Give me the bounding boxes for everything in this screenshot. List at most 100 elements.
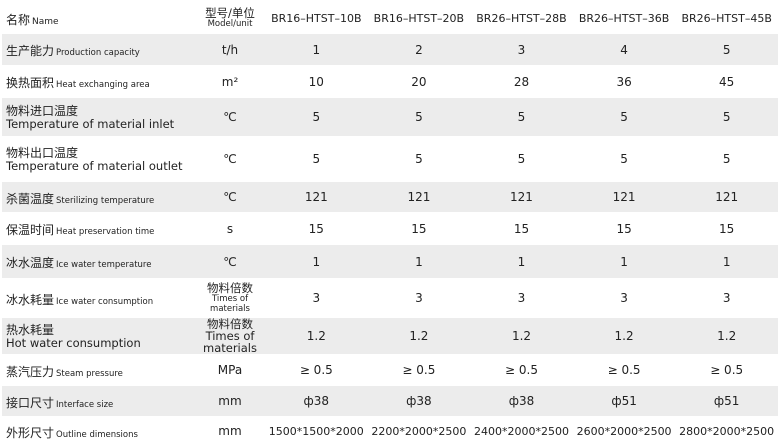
table-cell: 2600*2000*2500 [572, 416, 676, 446]
table-cell: ф51 [572, 386, 676, 416]
table-cell: ф38 [367, 386, 471, 416]
table-cell: 3 [470, 278, 573, 318]
table-row: 保温时间 Heat preservation time s 15 15 15 15… [2, 212, 778, 245]
row-label: 物料出口温度 Temperature of material outlet [2, 136, 195, 182]
model-header: BR26–HTST–28B [470, 2, 573, 34]
row-unit: t/h [195, 34, 265, 65]
table-cell: 1.2 [470, 318, 573, 354]
table-cell: ф51 [675, 386, 778, 416]
table-cell: 36 [572, 65, 676, 98]
table-cell: 121 [675, 182, 778, 212]
row-label-en: Steam pressure [56, 368, 123, 379]
table-cell: 15 [367, 212, 471, 245]
table-cell: ≥ 0.5 [572, 354, 676, 386]
table-cell: 5 [572, 136, 676, 182]
row-label-en: Sterilizing temperature [56, 195, 155, 206]
row-label-zh: 冰水温度 [6, 256, 55, 270]
row-unit-en: Times of materials [210, 294, 250, 314]
table-cell: 1.2 [675, 318, 778, 354]
table-cell: 2400*2000*2500 [470, 416, 573, 446]
table-cell: 3 [265, 278, 368, 318]
row-label: 热水耗量 Hot water consumption [2, 318, 195, 354]
table-row: 蒸汽压力 Steam pressure MPa ≥ 0.5 ≥ 0.5 ≥ 0.5… [2, 354, 778, 386]
row-unit: 物料倍数 Times of materials [195, 278, 265, 318]
table-cell: ≥ 0.5 [675, 354, 778, 386]
table-cell: 1 [572, 245, 676, 278]
row-label-en: Interface size [56, 399, 114, 410]
row-unit-zh: 物料倍数 [207, 318, 253, 331]
row-label-en: Ice water consumption [56, 296, 154, 307]
model-header: BR26–HTST–45B [675, 2, 778, 34]
row-unit: ℃ [195, 136, 265, 182]
table-cell: 1.2 [367, 318, 471, 354]
table-row: 接口尺寸 Interface size mm ф38 ф38 ф38 ф51 ф5… [2, 386, 778, 416]
header-unit-zh: 型号/单位 [205, 6, 255, 20]
table-cell: 3 [572, 278, 676, 318]
table-cell: 121 [265, 182, 368, 212]
table-cell: 1 [367, 245, 471, 278]
table-cell: 3 [367, 278, 471, 318]
row-unit: ℃ [195, 98, 265, 136]
row-unit: ℃ [195, 245, 265, 278]
row-unit-en: Times of materials [203, 329, 257, 354]
row-label-en: Ice water temperature [56, 260, 152, 270]
table-cell: 1500*1500*2000 [265, 416, 368, 446]
row-label: 杀菌温度 Sterilizing temperature [2, 182, 195, 212]
table-row: 生产能力 Production capacity t/h 1 2 3 4 5 [2, 34, 778, 65]
model-header: BR16–HTST–20B [367, 2, 471, 34]
row-unit: mm [195, 416, 265, 446]
row-label-zh: 保温时间 [6, 223, 55, 237]
table-cell: 15 [265, 212, 368, 245]
table-cell: 1 [675, 245, 778, 278]
header-name-zh: 名称 [6, 12, 31, 27]
table-cell: ф38 [265, 386, 368, 416]
header-name-en: Name [32, 16, 59, 27]
table-row: 换热面积 Heat exchanging area m² 10 20 28 36 … [2, 65, 778, 98]
row-unit: mm [195, 386, 265, 416]
row-unit: m² [195, 65, 265, 98]
table-cell: 121 [470, 182, 573, 212]
table-cell: 121 [367, 182, 471, 212]
table-cell: 28 [470, 65, 573, 98]
table-cell: 20 [367, 65, 471, 98]
row-label: 换热面积 Heat exchanging area [2, 65, 195, 98]
row-label-en: Heat exchanging area [56, 80, 150, 90]
table-cell: 5 [367, 136, 471, 182]
row-label: 生产能力 Production capacity [2, 34, 195, 65]
table-cell: 5 [675, 136, 778, 182]
row-label-zh: 换热面积 [6, 76, 55, 90]
table-cell: 1.2 [572, 318, 676, 354]
table-row: 物料进口温度 Temperature of material inlet ℃ 5 … [2, 98, 778, 136]
row-label: 保温时间 Heat preservation time [2, 212, 195, 245]
table-cell: 10 [265, 65, 368, 98]
row-label: 接口尺寸 Interface size [2, 386, 195, 416]
table-cell: 1 [470, 245, 573, 278]
model-header: BR26–HTST–36B [572, 2, 676, 34]
table-row: 冰水耗量 Ice water consumption 物料倍数 Times of … [2, 278, 778, 318]
table-cell: 1 [265, 245, 368, 278]
row-label: 冰水温度 Ice water temperature [2, 245, 195, 278]
table-row: 外形尺寸 Outline dimensions mm 1500*1500*2000… [2, 416, 778, 446]
table-cell: 15 [675, 212, 778, 245]
row-label-en: Hot water consumption [6, 335, 141, 350]
row-unit: ℃ [195, 182, 265, 212]
row-label: 蒸汽压力 Steam pressure [2, 354, 195, 386]
table-cell: ф38 [470, 386, 573, 416]
row-label-en: Heat preservation time [56, 227, 155, 237]
row-unit: MPa [195, 354, 265, 386]
table-cell: 15 [470, 212, 573, 245]
table-cell: 5 [572, 98, 676, 136]
row-label-zh: 物料出口温度 [6, 145, 79, 160]
row-label-zh: 杀菌温度 [6, 191, 55, 206]
table-row: 冰水温度 Ice water temperature ℃ 1 1 1 1 1 [2, 245, 778, 278]
row-label-zh: 外形尺寸 [6, 425, 55, 440]
row-label-en: Production capacity [56, 48, 140, 58]
row-label: 冰水耗量 Ice water consumption [2, 278, 195, 318]
table-row: 热水耗量 Hot water consumption 物料倍数 Times of … [2, 318, 778, 354]
table-row: 物料出口温度 Temperature of material outlet ℃ 5… [2, 136, 778, 182]
table-cell: ≥ 0.5 [367, 354, 471, 386]
row-label: 外形尺寸 Outline dimensions [2, 416, 195, 446]
table-cell: 2200*2000*2500 [367, 416, 471, 446]
row-label-zh: 生产能力 [6, 44, 55, 58]
